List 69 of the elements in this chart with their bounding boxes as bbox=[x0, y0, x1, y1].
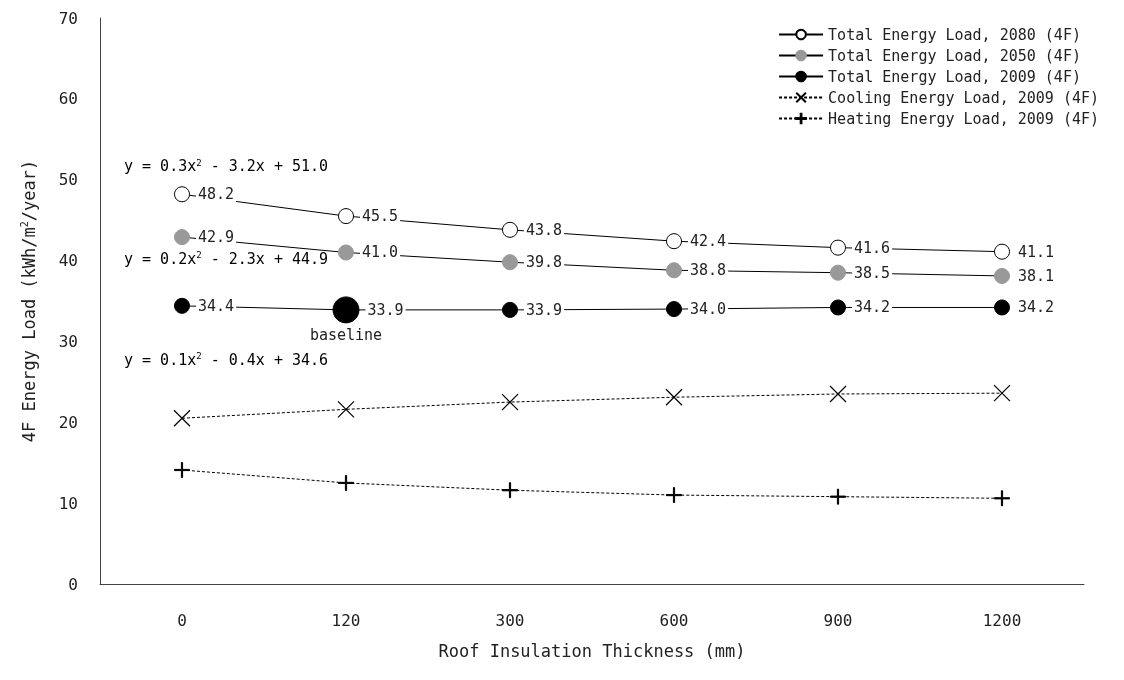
data-label: 34.2 bbox=[1018, 298, 1055, 317]
point bbox=[174, 186, 190, 203]
data-label: 45.5 bbox=[362, 207, 399, 226]
point bbox=[830, 299, 846, 316]
y-tick-label: 50 bbox=[58, 170, 78, 190]
y-tick-label: 0 bbox=[68, 574, 78, 594]
y-tick-label: 40 bbox=[58, 251, 78, 271]
y-tick-label: 30 bbox=[58, 331, 78, 351]
x-tick-label: 0 bbox=[177, 610, 187, 630]
legend-label: Heating Energy Load, 2009 (4F) bbox=[828, 109, 1100, 128]
data-label: 33.9 bbox=[526, 300, 563, 319]
y-tick-label: 10 bbox=[58, 493, 78, 513]
data-label: 41.0 bbox=[362, 243, 399, 262]
legend-label: Total Energy Load, 2080 (4F) bbox=[828, 25, 1081, 44]
point bbox=[501, 393, 519, 411]
x-tick-label: 900 bbox=[823, 610, 853, 630]
legend-label: Cooling Energy Load, 2009 (4F) bbox=[828, 88, 1100, 107]
point bbox=[994, 490, 1010, 507]
data-label: 38.8 bbox=[690, 261, 727, 280]
x-tick-label: 120 bbox=[331, 610, 361, 630]
data-label: 39.8 bbox=[526, 253, 563, 272]
data-label: 34.0 bbox=[690, 300, 727, 319]
legend-label: Total Energy Load, 2050 (4F) bbox=[828, 46, 1081, 65]
data-label: 38.1 bbox=[1018, 266, 1055, 285]
point bbox=[994, 243, 1010, 260]
point bbox=[666, 233, 682, 250]
point bbox=[502, 482, 518, 499]
y-axis-title: 4F Energy Load (kWh/m2/year) bbox=[18, 159, 39, 443]
point bbox=[829, 385, 847, 403]
point bbox=[830, 239, 846, 256]
y-tick-label: 60 bbox=[58, 89, 78, 109]
x-tick-label: 300 bbox=[495, 610, 525, 630]
data-label: 42.9 bbox=[198, 228, 235, 247]
point bbox=[338, 244, 354, 261]
legend-label: Total Energy Load, 2009 (4F) bbox=[828, 67, 1081, 86]
annotation: baseline bbox=[309, 326, 383, 345]
data-label: 42.4 bbox=[690, 232, 727, 251]
y-tick-label: 20 bbox=[58, 412, 78, 432]
x-axis-title: Roof Insulation Thickness (mm) bbox=[438, 640, 746, 661]
point bbox=[994, 267, 1010, 284]
x-tick-label: 600 bbox=[659, 610, 689, 630]
y-tick-label: 70 bbox=[58, 8, 78, 28]
point bbox=[830, 264, 846, 281]
point bbox=[174, 297, 190, 314]
point bbox=[666, 301, 682, 318]
point bbox=[338, 474, 354, 491]
point bbox=[502, 254, 518, 271]
point bbox=[174, 229, 190, 246]
point bbox=[338, 208, 354, 225]
point bbox=[502, 301, 518, 318]
data-label: 48.2 bbox=[198, 185, 235, 204]
data-label: 38.5 bbox=[854, 263, 891, 282]
data-label: 34.2 bbox=[854, 298, 891, 317]
x-tick-label: 1200 bbox=[982, 610, 1022, 630]
point bbox=[665, 388, 683, 406]
data-label: 41.6 bbox=[854, 238, 891, 257]
point bbox=[502, 221, 518, 238]
point bbox=[994, 299, 1010, 316]
point bbox=[993, 384, 1011, 402]
point bbox=[173, 409, 191, 427]
point bbox=[174, 461, 190, 478]
point bbox=[830, 488, 846, 505]
data-label: 34.4 bbox=[198, 296, 235, 315]
point bbox=[666, 262, 682, 279]
data-label: 41.1 bbox=[1018, 242, 1055, 261]
point bbox=[337, 400, 355, 418]
data-label: 33.9 bbox=[367, 300, 404, 319]
point bbox=[666, 487, 682, 504]
data-label: 43.8 bbox=[526, 220, 563, 239]
